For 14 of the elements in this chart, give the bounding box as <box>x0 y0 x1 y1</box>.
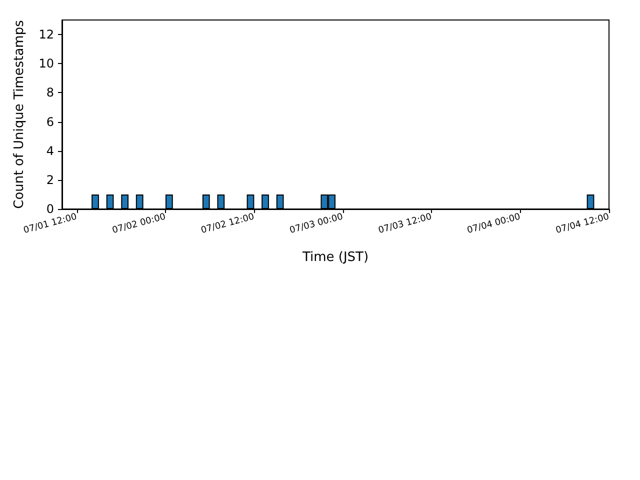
y-tick-label: 2 <box>46 172 54 187</box>
y-tick-label: 4 <box>46 144 54 158</box>
x-tick-label: 07/02 00:00 <box>111 212 168 236</box>
x-tick-label: 07/03 00:00 <box>288 212 344 236</box>
y-tick-label: 12 <box>38 28 54 42</box>
x-tick-label: 07/04 12:00 <box>554 212 611 236</box>
x-axis-title: Time (JST) <box>301 250 369 265</box>
y-tick-label: 8 <box>46 86 54 100</box>
x-tick-label: 07/02 12:00 <box>200 212 256 236</box>
y-tick-label: 10 <box>38 56 54 71</box>
y-axis-title: Count of Unique Timestamps <box>12 20 27 209</box>
y-tick-label: 6 <box>46 114 54 129</box>
x-tick-label: 07/04 00:00 <box>466 212 522 236</box>
x-tick-label: 07/03 12:00 <box>377 212 434 236</box>
